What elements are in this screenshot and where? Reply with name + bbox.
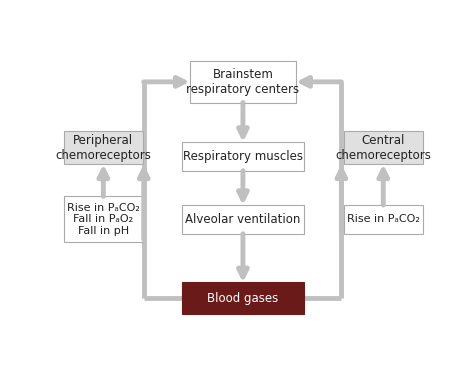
FancyBboxPatch shape (344, 205, 423, 234)
Text: Peripheral
chemoreceptors: Peripheral chemoreceptors (55, 134, 151, 162)
FancyBboxPatch shape (182, 142, 303, 171)
FancyBboxPatch shape (64, 196, 143, 242)
Text: Respiratory muscles: Respiratory muscles (183, 150, 303, 163)
FancyBboxPatch shape (182, 205, 303, 234)
FancyBboxPatch shape (344, 131, 423, 164)
Text: Blood gases: Blood gases (207, 292, 279, 305)
Text: Alveolar ventilation: Alveolar ventilation (185, 213, 301, 226)
FancyBboxPatch shape (182, 282, 303, 314)
FancyBboxPatch shape (190, 61, 296, 103)
Text: Rise in PₐCO₂
Fall in PₐO₂
Fall in pH: Rise in PₐCO₂ Fall in PₐO₂ Fall in pH (67, 203, 140, 236)
Text: Central
chemoreceptors: Central chemoreceptors (335, 134, 431, 162)
Text: Brainstem
respiratory centers: Brainstem respiratory centers (186, 68, 300, 96)
Text: Rise in PₐCO₂: Rise in PₐCO₂ (347, 214, 419, 224)
FancyBboxPatch shape (64, 131, 143, 164)
